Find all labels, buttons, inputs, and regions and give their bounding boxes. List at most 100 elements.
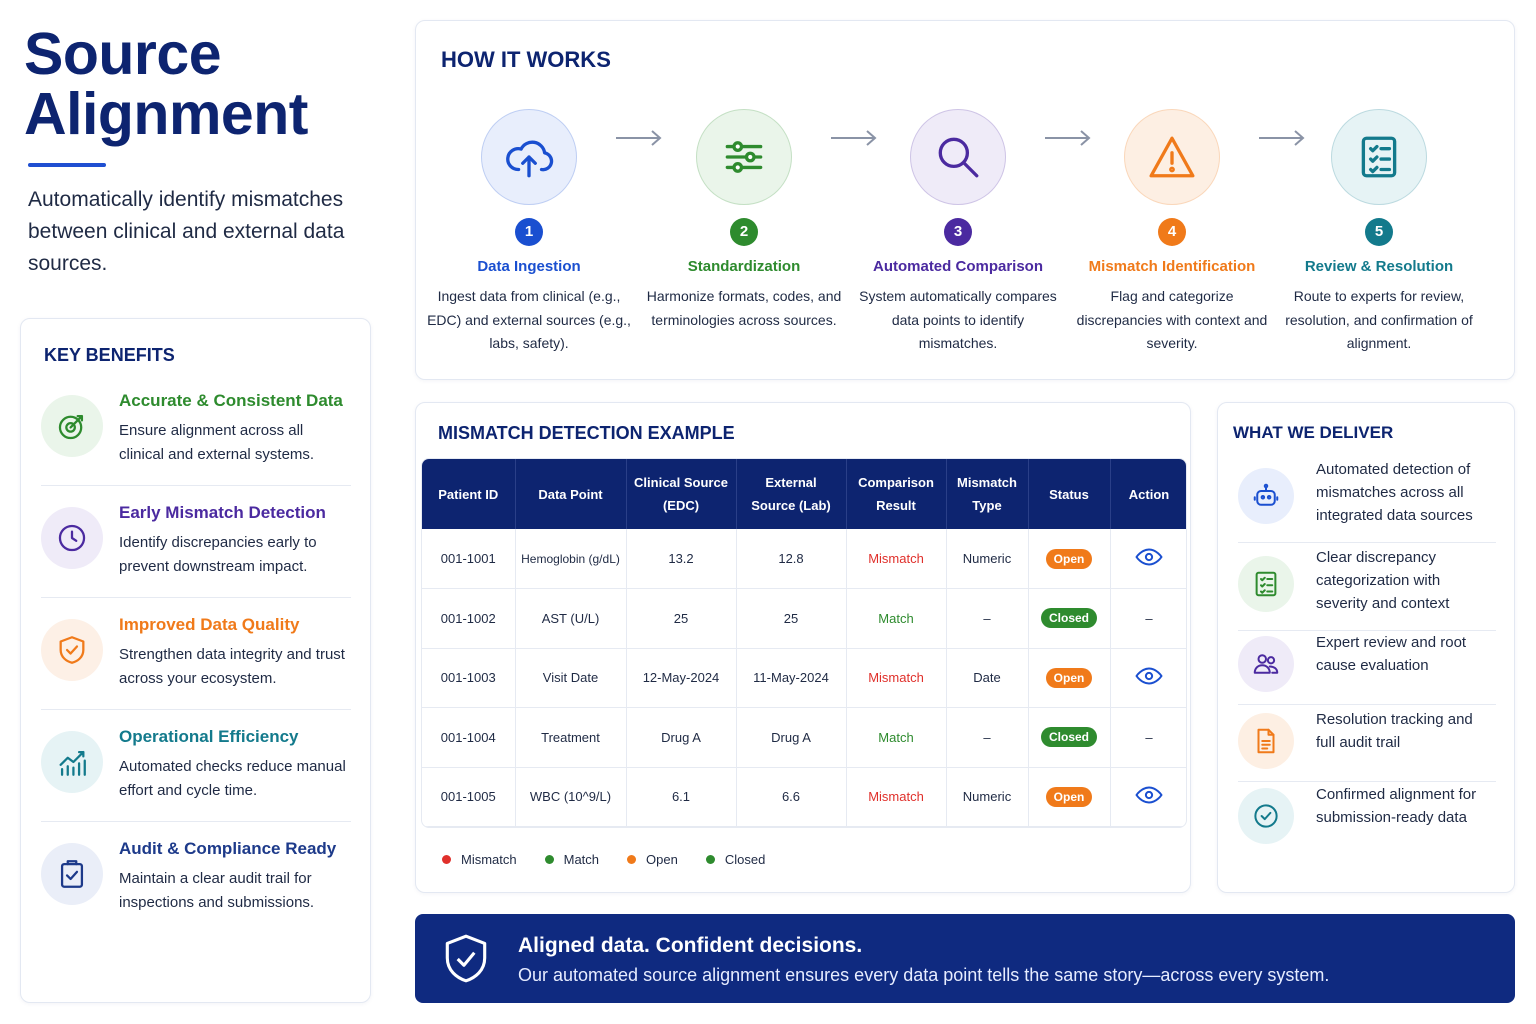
step: 5 Review & Resolution Route to experts for…	[1274, 109, 1484, 356]
cell-text: Numeric	[962, 551, 1012, 566]
icon	[1255, 571, 1277, 597]
deliver-icon	[1238, 468, 1294, 524]
deliver-item: Clear discrepancy categorization with se…	[1238, 546, 1496, 630]
cell-text: Match	[878, 729, 914, 745]
table-cell: Drug A	[626, 707, 737, 768]
table-cell: 001-1005	[422, 767, 516, 827]
arrow	[614, 126, 664, 155]
icon	[1253, 653, 1279, 674]
deliver-item: Confirmed alignment for submission-ready…	[1238, 783, 1496, 856]
arrow-icon	[616, 130, 662, 146]
step-number: 2	[730, 218, 758, 246]
cell-text: Drug A	[771, 729, 811, 745]
table-cell: 001-1003	[422, 648, 516, 708]
benefit-title: Improved Data Quality	[119, 615, 300, 634]
status-pill: Open	[1045, 667, 1093, 688]
table-cell: 001-1004	[422, 707, 516, 768]
deliver-text: Clear discrepancy categorization with se…	[1316, 549, 1450, 612]
step-number: 3	[944, 218, 972, 246]
page-title: Source Alignment	[24, 21, 308, 147]
benefit-text: Strengthen data integrity and trust acro…	[119, 646, 345, 687]
legend-item: Match	[544, 852, 599, 867]
benefit-item: Early Mismatch Detection Identify discrep…	[41, 501, 351, 613]
legend-dot	[705, 855, 715, 864]
cell-text: 11-May-2024	[753, 670, 829, 686]
view-action[interactable]	[1134, 548, 1164, 575]
icon	[58, 414, 84, 440]
cell-text: Mismatch	[868, 789, 924, 805]
cell-text: –	[1145, 610, 1153, 626]
status-pill: Open	[1045, 548, 1093, 569]
cell-text: Mismatch	[868, 670, 924, 686]
table-cell: Numeric	[946, 767, 1029, 827]
cell-text: –	[983, 610, 991, 626]
cell-text: Treatment	[541, 729, 600, 745]
separator	[1238, 542, 1496, 543]
legend-item: Closed	[705, 852, 765, 867]
benefit-icon	[41, 843, 103, 905]
table-cell: 12-May-2024	[626, 648, 737, 708]
table-cell: Numeric	[946, 529, 1029, 589]
deliver-item: Resolution tracking and full audit trail	[1238, 708, 1496, 781]
benefit-icon	[41, 731, 103, 793]
benefit-text: Identify discrepancies early to prevent …	[119, 534, 317, 575]
benefit-item: Audit & Compliance Ready Maintain a clear…	[41, 837, 351, 949]
column-header: Clinical Source (EDC)	[626, 459, 737, 529]
separator	[1238, 704, 1496, 705]
title-underline	[28, 163, 106, 167]
step-icon	[696, 109, 792, 205]
step-title: Data Ingestion	[477, 258, 581, 275]
table-cell: Open	[1028, 767, 1111, 827]
benefit-title: Early Mismatch Detection	[119, 503, 326, 522]
icon	[59, 636, 85, 664]
step: 2 Standardization Harmonize formats, codes…	[639, 109, 849, 332]
deliver-text: Confirmed alignment for submission-ready…	[1316, 786, 1477, 826]
benefit-item: Improved Data Quality Strengthen data int…	[41, 613, 351, 725]
table-row: 001-1002 AST (U/L) 25 25 Match – Closed –	[422, 588, 1186, 649]
step-number: 5	[1365, 218, 1393, 246]
separator	[41, 485, 351, 486]
cell-text: 001-1002	[440, 610, 496, 626]
table-cell: –	[946, 707, 1029, 768]
cell-text: AST (U/L)	[541, 610, 600, 626]
separator	[41, 709, 351, 710]
icon	[1253, 483, 1279, 506]
table-row: 001-1003 Visit Date 12-May-2024 11-May-2024…	[422, 648, 1186, 708]
icon	[59, 750, 86, 776]
cell-text: Numeric	[962, 789, 1012, 805]
section-title: WHAT WE DELIVER	[1233, 423, 1394, 442]
deliver-item: Automated detection of mismatches across…	[1238, 458, 1496, 542]
table-cell: Open	[1028, 529, 1111, 589]
benefits-card: KEY BENEFITS Accurate & Consistent Data E…	[20, 318, 371, 1003]
cell-text: WBC (10^9/L)	[529, 789, 612, 805]
shield-icon	[445, 934, 487, 983]
view-action[interactable]	[1134, 786, 1164, 813]
icon	[58, 524, 86, 552]
icon	[1361, 136, 1397, 178]
arrow-icon	[1259, 130, 1305, 146]
cell-text: 6.1	[671, 789, 691, 805]
separator	[1238, 781, 1496, 782]
step-text: Route to experts for review, resolution,…	[1285, 288, 1473, 351]
icon	[1254, 803, 1278, 828]
cell-text: 001-1004	[440, 729, 496, 745]
table-cell: 6.1	[626, 767, 737, 827]
table-cell: Date	[946, 648, 1029, 708]
icon	[1257, 728, 1275, 753]
cell-text: –	[1145, 729, 1153, 745]
legend-item: Mismatch	[442, 852, 517, 867]
column-header: Patient ID	[422, 459, 516, 529]
step-title: Standardization	[687, 258, 801, 275]
table-cell: 25	[626, 588, 737, 649]
column-header: External Source (Lab)	[736, 459, 847, 529]
cell-text: 12.8	[778, 551, 804, 566]
step-number: 1	[515, 218, 543, 246]
table-cell: Match	[846, 588, 947, 649]
legend-dot	[627, 855, 637, 864]
view-action[interactable]	[1134, 667, 1164, 694]
icon	[506, 140, 554, 178]
arrow	[1043, 126, 1093, 155]
cell-text: 13.2	[668, 551, 694, 566]
legend-label: Mismatch	[461, 852, 517, 867]
benefit-text: Ensure alignment across all clinical and…	[119, 422, 315, 463]
